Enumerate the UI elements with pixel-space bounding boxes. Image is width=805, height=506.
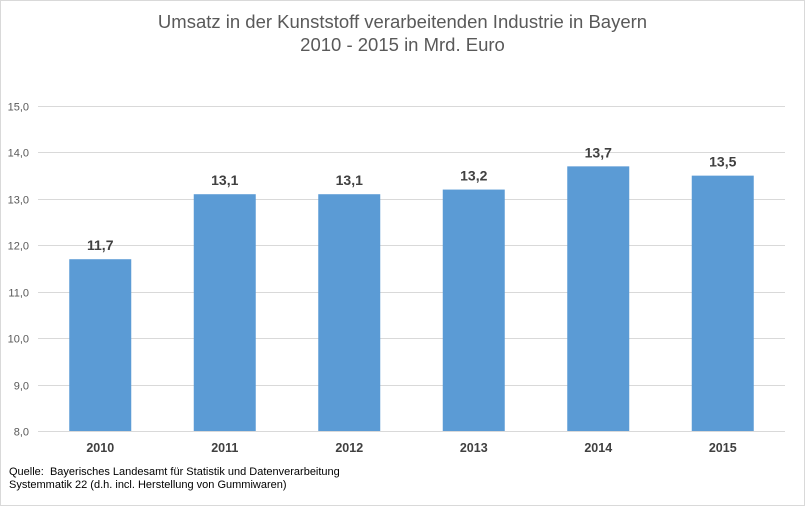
data-label-2014: 13,7: [585, 144, 612, 160]
y-axis-ticks: 8,0 9,0 10,0 11,0 12,0 13,0 14,0 15,0: [8, 102, 29, 439]
y-tick-label: 13,0: [8, 195, 29, 207]
chart-subtitle: 2010 - 2015 in Mrd. Euro: [300, 34, 505, 55]
bars: [69, 166, 754, 431]
x-tick-label-2011: 2011: [211, 441, 238, 455]
chart-title: Umsatz in der Kunststoff verarbeitenden …: [157, 11, 648, 32]
gridlines: [38, 106, 785, 432]
data-label-2012: 13,1: [336, 172, 363, 188]
chart-title-block: Umsatz in der Kunststoff verarbeitenden …: [0, 10, 805, 56]
y-tick-label: 9,0: [14, 381, 29, 393]
x-tick-label-2010: 2010: [86, 441, 114, 455]
bar-2015: [691, 175, 754, 431]
bar-2012: [318, 194, 381, 431]
y-tick-label: 14,0: [8, 148, 29, 160]
x-axis-ticks: 2010 2011 2012 2013 2014 2015: [86, 441, 736, 455]
data-label-2011: 13,1: [211, 172, 238, 188]
x-tick-label-2014: 2014: [584, 441, 612, 455]
bar-2010: [69, 259, 132, 431]
data-label-2015: 13,5: [709, 154, 736, 170]
source-line-2: Systemmatik 22 (d.h. incl. Herstellung v…: [9, 479, 287, 491]
source-line-1: Quelle: Bayerisches Landesamt für Statis…: [9, 466, 340, 478]
bar-2014: [567, 166, 630, 431]
bar-2011: [193, 194, 256, 431]
y-tick-label: 10,0: [8, 334, 29, 346]
x-tick-label-2013: 2013: [460, 441, 488, 455]
y-tick-label: 8,0: [14, 427, 29, 439]
y-tick-label: 15,0: [8, 102, 29, 114]
bar-2013: [442, 189, 505, 431]
data-labels: 11,7 13,1 13,1 13,2 13,7 13,5: [87, 144, 737, 253]
x-tick-label-2012: 2012: [335, 441, 363, 455]
source-note: Quelle: Bayerisches Landesamt für Statis…: [9, 466, 340, 492]
y-tick-label: 11,0: [8, 288, 29, 300]
data-label-2013: 13,2: [460, 168, 487, 184]
y-tick-label: 12,0: [8, 241, 29, 253]
x-tick-label-2015: 2015: [709, 441, 737, 455]
data-label-2010: 11,7: [87, 237, 114, 253]
